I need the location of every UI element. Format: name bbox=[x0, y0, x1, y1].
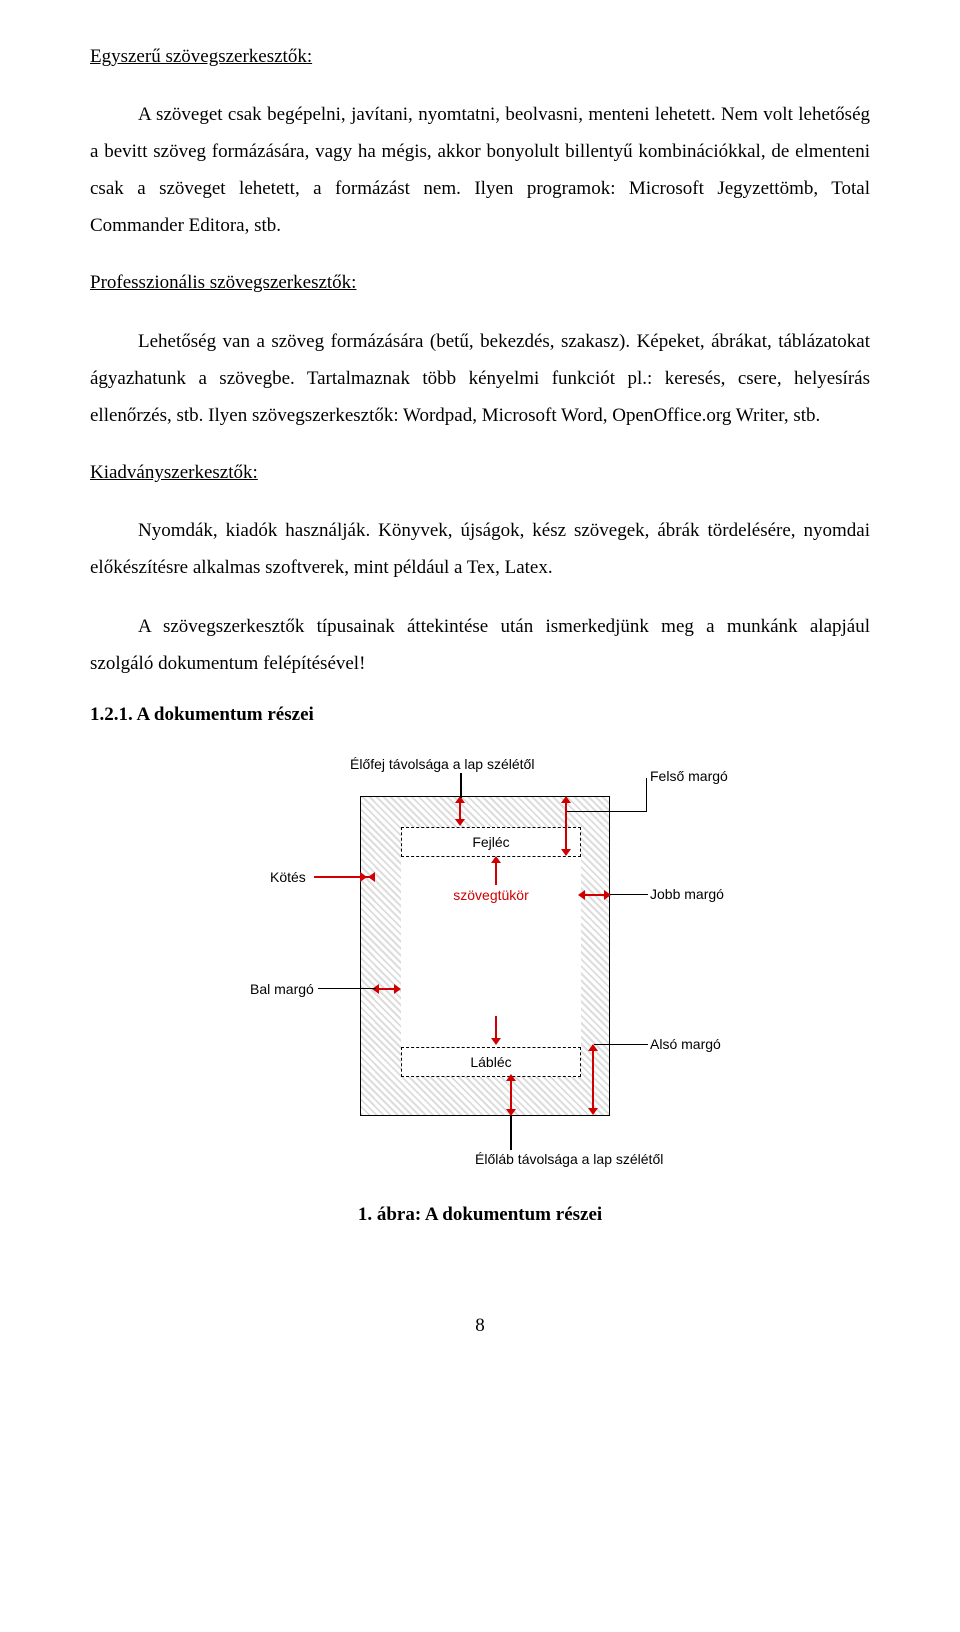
label-right-margin: Jobb margó bbox=[650, 886, 724, 902]
heading-1-2-1: 1.2.1. A dokumentum részei bbox=[90, 704, 870, 726]
arrow-top-margin bbox=[565, 798, 567, 854]
arrow-head-icon bbox=[506, 1074, 516, 1081]
arrow-bottom-margin bbox=[592, 1048, 594, 1112]
connector-line bbox=[510, 1116, 512, 1150]
arrow-footer-inner bbox=[495, 1016, 497, 1040]
connector-line bbox=[646, 778, 647, 812]
arrow-head-icon bbox=[578, 890, 585, 900]
connector-line bbox=[567, 811, 647, 812]
arrow-head-icon bbox=[491, 1038, 501, 1045]
label-header: Fejléc bbox=[472, 834, 509, 850]
section-title-simple: Egyszerű szövegszerkesztők: bbox=[90, 40, 870, 74]
diagram-footer-box: Lábléc bbox=[401, 1047, 581, 1077]
paragraph-transition: A szövegszerkesztők típusainak áttekinté… bbox=[90, 608, 870, 682]
label-footer-distance: Élőláb távolsága a lap szélétől bbox=[475, 1151, 663, 1167]
section-title-dtp: Kiadványszerkesztők: bbox=[90, 456, 870, 490]
page-number: 8 bbox=[90, 1315, 870, 1337]
arrow-head-icon bbox=[491, 856, 501, 863]
label-top-margin: Felső margó bbox=[650, 768, 728, 784]
section-title-pro: Professzionális szövegszerkesztők: bbox=[90, 266, 870, 300]
document-parts-diagram: Élőfej távolsága a lap szélétől Felső ma… bbox=[210, 756, 750, 1186]
connector-line bbox=[460, 773, 462, 798]
diagram-page-outline: Fejléc szövegtükör Lábléc bbox=[360, 796, 610, 1116]
figure-caption: 1. ábra: A dokumentum részei bbox=[358, 1204, 602, 1226]
arrow-header-inner bbox=[495, 861, 497, 885]
document-page: Egyszerű szövegszerkesztők: A szöveget c… bbox=[0, 0, 960, 1416]
label-left-margin: Bal margó bbox=[250, 981, 314, 997]
arrow-head-icon bbox=[506, 1109, 516, 1116]
label-header-distance: Élőfej távolsága a lap szélétől bbox=[350, 756, 534, 772]
diagram-header-box: Fejléc bbox=[401, 827, 581, 857]
arrow-head-icon bbox=[588, 1044, 598, 1051]
label-text-mirror: szövegtükör bbox=[453, 887, 528, 903]
arrow-head-icon bbox=[561, 796, 571, 803]
connector-line bbox=[318, 988, 376, 989]
arrow-head-icon bbox=[372, 984, 379, 994]
figure-container: Élőfej távolsága a lap szélétől Felső ma… bbox=[90, 756, 870, 1245]
label-binding: Kötés bbox=[270, 869, 306, 885]
connector-line bbox=[610, 894, 648, 895]
arrow-head-icon bbox=[561, 849, 571, 856]
arrow-head-icon bbox=[368, 872, 375, 882]
connector-line bbox=[594, 1044, 648, 1045]
paragraph-pro: Lehetőség van a szöveg formázására (betű… bbox=[90, 323, 870, 434]
paragraph-simple: A szöveget csak begépelni, javítani, nyo… bbox=[90, 96, 870, 244]
arrow-head-icon bbox=[455, 819, 465, 826]
arrow-head-icon bbox=[394, 984, 401, 994]
diagram-binding-strip bbox=[361, 797, 375, 1115]
paragraph-dtp: Nyomdák, kiadók használják. Könyvek, újs… bbox=[90, 512, 870, 586]
arrow-head-icon bbox=[604, 890, 611, 900]
arrow-head-icon bbox=[588, 1108, 598, 1115]
diagram-text-mirror: szövegtükör bbox=[401, 857, 581, 1047]
arrow-head-icon bbox=[360, 872, 367, 882]
label-footer: Lábléc bbox=[470, 1054, 511, 1070]
label-bottom-margin: Alsó margó bbox=[650, 1036, 721, 1052]
